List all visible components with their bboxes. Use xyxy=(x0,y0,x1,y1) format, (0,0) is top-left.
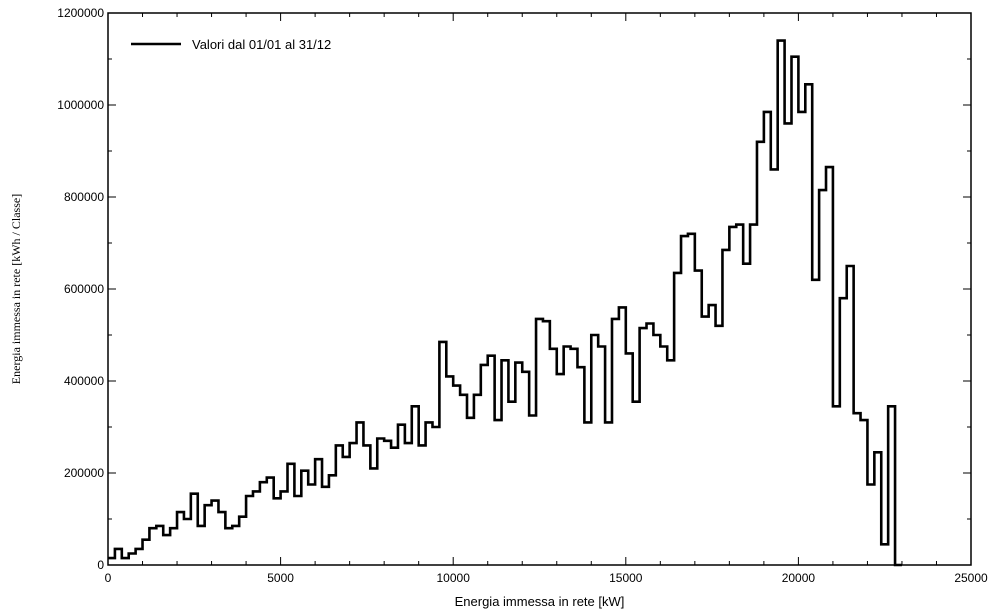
axis-ticks xyxy=(107,12,972,566)
y-tick-label: 400000 xyxy=(64,374,104,388)
x-tick-label: 20000 xyxy=(782,571,816,585)
series-step-line xyxy=(108,39,902,567)
x-tick-label: 5000 xyxy=(267,571,294,585)
x-tick-label: 0 xyxy=(105,571,112,585)
x-tick-label: 25000 xyxy=(954,571,988,585)
tick-labels: 0 5000 10000 15000 20000 25000 0 200000 400000 60… xyxy=(57,6,988,585)
y-tick-label: 1200000 xyxy=(57,6,104,20)
x-tick-label: 10000 xyxy=(437,571,471,585)
plot-frame xyxy=(107,12,972,566)
x-axis-title: Energia immessa in rete [kW] xyxy=(455,594,625,609)
y-tick-label: 0 xyxy=(97,558,104,572)
legend: Valori dal 01/01 al 31/12 xyxy=(131,37,331,52)
y-tick-label: 800000 xyxy=(64,190,104,204)
y-axis-title: Energia immessa in rete [kWh / Classe] xyxy=(9,194,23,384)
y-tick-label: 600000 xyxy=(64,282,104,296)
legend-entry: Valori dal 01/01 al 31/12 xyxy=(192,37,331,52)
y-tick-label: 1000000 xyxy=(57,98,104,112)
y-tick-label: 200000 xyxy=(64,466,104,480)
x-tick-label: 15000 xyxy=(609,571,643,585)
